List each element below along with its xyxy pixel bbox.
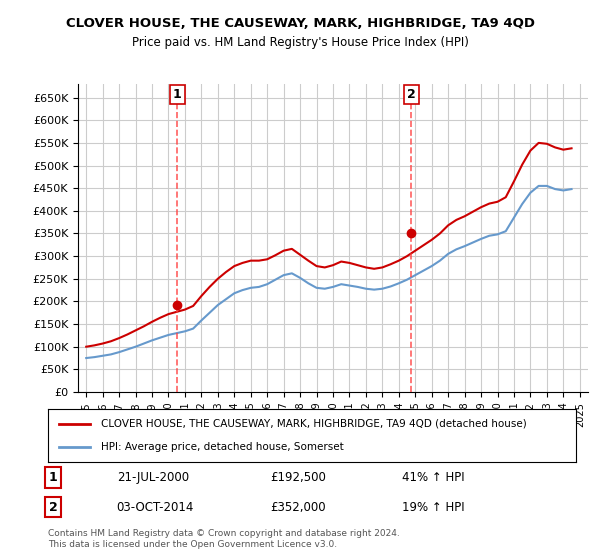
Text: HPI: Average price, detached house, Somerset: HPI: Average price, detached house, Some… xyxy=(101,442,344,452)
Text: Price paid vs. HM Land Registry's House Price Index (HPI): Price paid vs. HM Land Registry's House … xyxy=(131,36,469,49)
Text: 2: 2 xyxy=(49,501,58,514)
Text: 2: 2 xyxy=(407,88,416,101)
Text: 1: 1 xyxy=(173,88,182,101)
Text: £352,000: £352,000 xyxy=(270,501,325,514)
Text: CLOVER HOUSE, THE CAUSEWAY, MARK, HIGHBRIDGE, TA9 4QD (detached house): CLOVER HOUSE, THE CAUSEWAY, MARK, HIGHBR… xyxy=(101,419,527,429)
Text: Contains HM Land Registry data © Crown copyright and database right 2024.
This d: Contains HM Land Registry data © Crown c… xyxy=(48,529,400,549)
Text: 03-OCT-2014: 03-OCT-2014 xyxy=(116,501,194,514)
Text: 19% ↑ HPI: 19% ↑ HPI xyxy=(402,501,464,514)
Text: 21-JUL-2000: 21-JUL-2000 xyxy=(116,471,189,484)
Text: 1: 1 xyxy=(49,471,58,484)
Text: £192,500: £192,500 xyxy=(270,471,326,484)
Text: 41% ↑ HPI: 41% ↑ HPI xyxy=(402,471,464,484)
Text: CLOVER HOUSE, THE CAUSEWAY, MARK, HIGHBRIDGE, TA9 4QD: CLOVER HOUSE, THE CAUSEWAY, MARK, HIGHBR… xyxy=(65,17,535,30)
